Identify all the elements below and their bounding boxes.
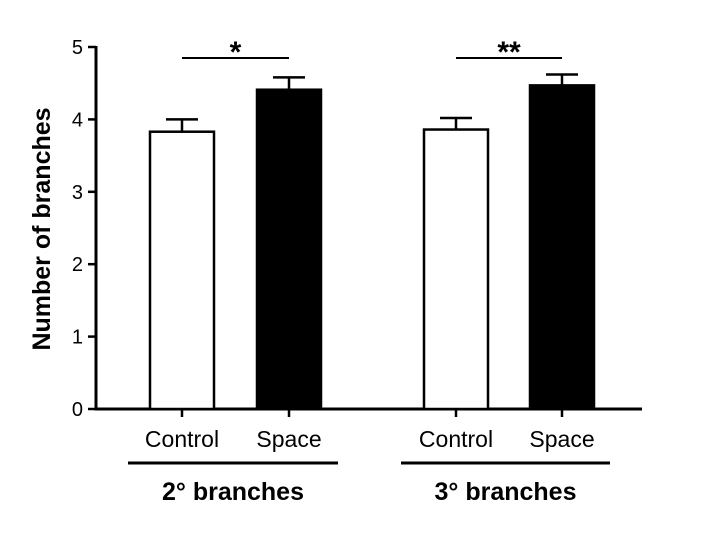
y-tick-label: 1 xyxy=(72,327,83,349)
bars xyxy=(148,73,596,411)
category-label: Control xyxy=(419,426,493,452)
labels: Control Space 2° branches * Control Space 3° b… xyxy=(128,36,610,506)
significance-marker: ** xyxy=(497,36,521,69)
y-tick-label: 4 xyxy=(72,109,83,131)
bar-space xyxy=(528,84,596,411)
group-label: 2° branches xyxy=(162,478,304,506)
y-tick-label: 2 xyxy=(72,254,83,276)
y-tick-label: 3 xyxy=(72,182,83,204)
bar-space xyxy=(255,88,323,411)
category-label: Space xyxy=(256,426,321,452)
category-label: Space xyxy=(529,426,594,452)
category-label: Control xyxy=(145,426,219,452)
y-tick-label: 5 xyxy=(72,37,83,59)
group-label: 3° branches xyxy=(434,478,576,506)
y-axis-label: Number of branches xyxy=(28,107,56,350)
bar-control xyxy=(422,128,490,411)
bar-control xyxy=(148,130,216,411)
significance-marker: * xyxy=(230,36,242,69)
y-tick-label: 0 xyxy=(72,399,83,421)
